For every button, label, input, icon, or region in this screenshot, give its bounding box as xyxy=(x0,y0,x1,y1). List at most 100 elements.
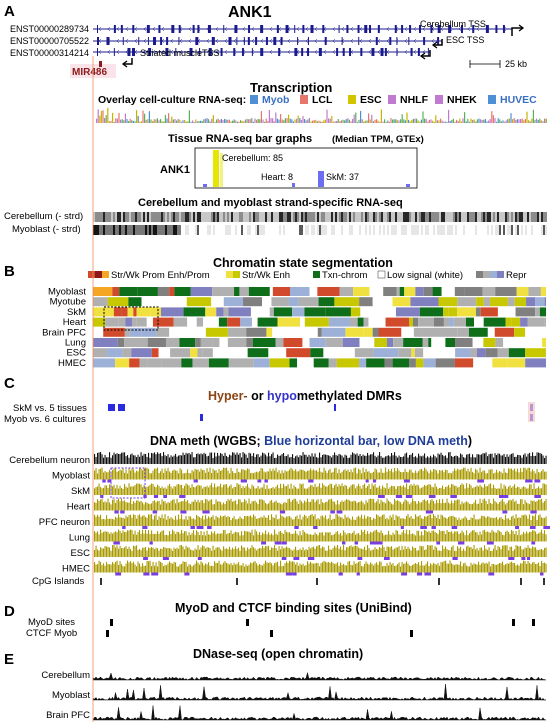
overlay-bar xyxy=(195,119,197,123)
meth-bar xyxy=(433,530,435,542)
strand-bar xyxy=(333,212,335,222)
meth-bar xyxy=(439,470,441,480)
overlay-bar xyxy=(206,118,208,123)
meth-bar xyxy=(398,562,400,573)
strand-bar xyxy=(261,212,263,222)
meth-bar xyxy=(103,502,105,511)
mirna-label: MIR486 xyxy=(72,67,107,78)
low-meth-bar xyxy=(114,510,119,514)
meth-bar xyxy=(302,452,304,464)
chromatin-segment xyxy=(535,307,540,317)
chromatin-segment xyxy=(304,307,326,317)
meth-bar xyxy=(275,533,277,542)
meth-bar xyxy=(419,535,421,542)
meth-bar xyxy=(394,452,396,464)
meth-bar xyxy=(545,563,547,573)
meth-bar xyxy=(529,467,531,480)
meth-bar xyxy=(146,533,148,542)
strand-bar xyxy=(321,212,323,222)
meth-bar xyxy=(505,514,507,526)
overlay-bar xyxy=(177,118,179,123)
low-meth-bar xyxy=(527,479,533,483)
overlay-bar xyxy=(251,118,253,123)
meth-bar xyxy=(400,550,402,557)
meth-bar xyxy=(115,454,117,464)
meth-bar xyxy=(337,473,339,480)
meth-bar xyxy=(245,486,247,495)
meth-bar xyxy=(466,530,468,542)
meth-bar xyxy=(166,503,168,511)
meth-bar xyxy=(541,548,543,557)
meth-bar xyxy=(178,514,180,526)
meth-bar xyxy=(215,470,217,480)
overlay-bar xyxy=(420,119,422,123)
strand-bar xyxy=(289,212,291,222)
strand-bar xyxy=(185,212,187,222)
meth-bar xyxy=(185,472,187,480)
meth-bar xyxy=(361,514,363,526)
strand-chevron-icon xyxy=(296,38,300,44)
strand-bar xyxy=(303,212,305,222)
meth-bar xyxy=(155,547,157,557)
low-meth-bar xyxy=(521,557,526,560)
meth-bar xyxy=(452,545,454,557)
chromatin-segment xyxy=(127,307,134,317)
overlay-bar xyxy=(99,115,101,123)
meth-bar xyxy=(193,457,195,464)
meth-bar xyxy=(239,516,241,526)
meth-bar xyxy=(421,502,423,511)
meth-bar xyxy=(304,565,306,573)
meth-bar xyxy=(518,565,520,573)
meth-bar xyxy=(511,561,513,573)
meth-bar xyxy=(179,468,181,480)
meth-bar xyxy=(167,535,169,542)
strand-chevron-icon xyxy=(206,49,210,55)
strand-bar xyxy=(313,225,315,235)
meth-bar xyxy=(154,515,156,526)
meth-bar xyxy=(388,468,390,480)
overlay-bar xyxy=(320,121,322,123)
meth-bar xyxy=(296,550,298,557)
overlay-bar xyxy=(174,119,176,123)
overlay-bar xyxy=(276,118,278,123)
meth-bar xyxy=(260,548,262,557)
meth-bar xyxy=(274,563,276,573)
meth-bar xyxy=(223,546,225,557)
meth-bar xyxy=(524,467,526,480)
meth-bar xyxy=(404,487,406,495)
low-meth-bar xyxy=(151,572,159,576)
meth-bar xyxy=(310,561,312,573)
meth-bar xyxy=(314,502,316,511)
chromatin-segment xyxy=(243,297,263,307)
meth-bar xyxy=(304,470,306,480)
meth-bar xyxy=(482,530,484,542)
chromatin-segment xyxy=(107,348,123,358)
meth-bar xyxy=(284,486,286,495)
meth-bar xyxy=(368,471,370,480)
strand-bar xyxy=(479,212,481,222)
meth-bar xyxy=(142,455,144,464)
meth-bar xyxy=(251,517,253,526)
meth-bar xyxy=(536,534,538,542)
panel-letter-e: E xyxy=(4,651,14,668)
meth-bar xyxy=(145,516,147,526)
low-meth-bar xyxy=(338,572,343,576)
meth-bar xyxy=(94,562,96,573)
chromatin-segment xyxy=(136,307,151,317)
meth-bar xyxy=(332,501,334,511)
overlay-bar xyxy=(337,118,339,123)
meth-bar xyxy=(235,500,237,511)
overlay-bar xyxy=(363,121,365,123)
meth-bar xyxy=(398,455,400,464)
strand-bar xyxy=(107,212,109,222)
meth-bar xyxy=(269,562,271,573)
chromatin-segment xyxy=(505,317,512,327)
meth-bar xyxy=(244,499,246,511)
meth-bar xyxy=(355,519,357,526)
meth-bar xyxy=(233,532,235,542)
meth-bar xyxy=(254,516,256,526)
low-meth-bar xyxy=(488,572,495,576)
chromatin-segment xyxy=(223,307,229,317)
chromatin-segment xyxy=(414,348,424,358)
meth-bar xyxy=(520,563,522,573)
